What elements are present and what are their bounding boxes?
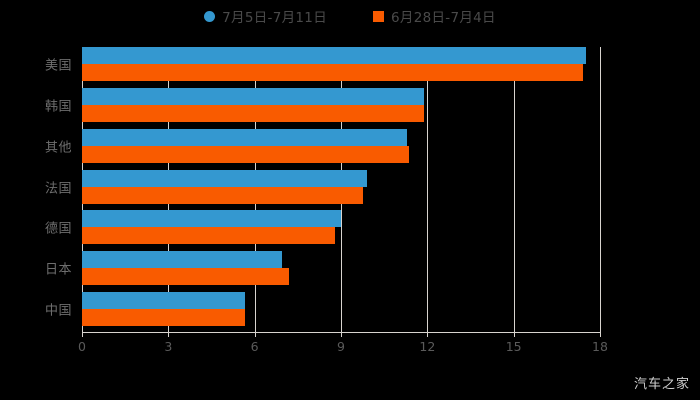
bar-1-1[interactable]: [82, 105, 425, 123]
legend-circle-icon: [204, 10, 216, 22]
x-tick-mark-15: [513, 332, 515, 337]
gridline-15: [513, 47, 515, 332]
bar-0-5[interactable]: [82, 250, 282, 268]
plot-area: 0 3 6 9 12 15 18: [78, 47, 608, 354]
bar-0-3[interactable]: [82, 169, 367, 187]
watermark-label: 汽车之家: [633, 377, 690, 392]
x-tick-mark-6: [254, 332, 256, 337]
legend-item-label: 7月5日-7月11日: [222, 10, 327, 26]
x-tick-label: 12: [419, 339, 436, 354]
category-label: 德国: [44, 221, 72, 237]
bar-1-4[interactable]: [82, 227, 336, 245]
x-tick-label: 6: [250, 339, 259, 354]
x-tick-mark-3: [168, 332, 170, 337]
x-tick-label: 9: [337, 339, 345, 354]
bar-1-3[interactable]: [82, 186, 363, 204]
bar-0-2[interactable]: [82, 128, 408, 146]
x-tick-mark-0: [82, 332, 83, 337]
x-axis-line: [82, 332, 601, 333]
x-tick-label: 15: [505, 339, 522, 354]
category-label: 中国: [44, 303, 72, 319]
legend-item-0[interactable]: 7月5日-7月11日: [204, 6, 327, 26]
x-tick-mark-9: [341, 332, 342, 337]
bar-0-6[interactable]: [82, 291, 245, 309]
bar-0-0[interactable]: [82, 47, 586, 65]
gridline-12: [427, 47, 429, 332]
gridline-18: [600, 47, 601, 332]
bar-1-0[interactable]: [82, 64, 583, 82]
bar-1-2[interactable]: [82, 145, 409, 163]
category-label: 其他: [44, 140, 72, 156]
bar-0-1[interactable]: [82, 88, 425, 106]
bar-1-5[interactable]: [82, 267, 290, 285]
chart-legend: 7月5日-7月11日 6月28日-7月4日: [0, 6, 700, 26]
category-label: 韩国: [44, 99, 72, 115]
x-tick-label: 3: [164, 339, 173, 354]
legend-item-1[interactable]: 6月28日-7月4日: [373, 6, 496, 26]
category-label: 日本: [44, 262, 72, 278]
category-label: 法国: [44, 181, 72, 196]
legend-square-icon: [373, 10, 384, 22]
bar-0-4[interactable]: [82, 210, 341, 228]
category-label: 美国: [44, 58, 72, 74]
category-axis-labels: 美国韩国其他法国德国日本中国: [0, 47, 700, 332]
x-tick-mark-12: [427, 332, 429, 337]
bar-1-6[interactable]: [82, 308, 245, 326]
legend-item-label: 6月28日-7月4日: [391, 10, 496, 26]
x-tick-label: 0: [78, 339, 86, 354]
x-tick-label: 18: [592, 339, 608, 354]
x-tick-mark-18: [600, 332, 601, 337]
